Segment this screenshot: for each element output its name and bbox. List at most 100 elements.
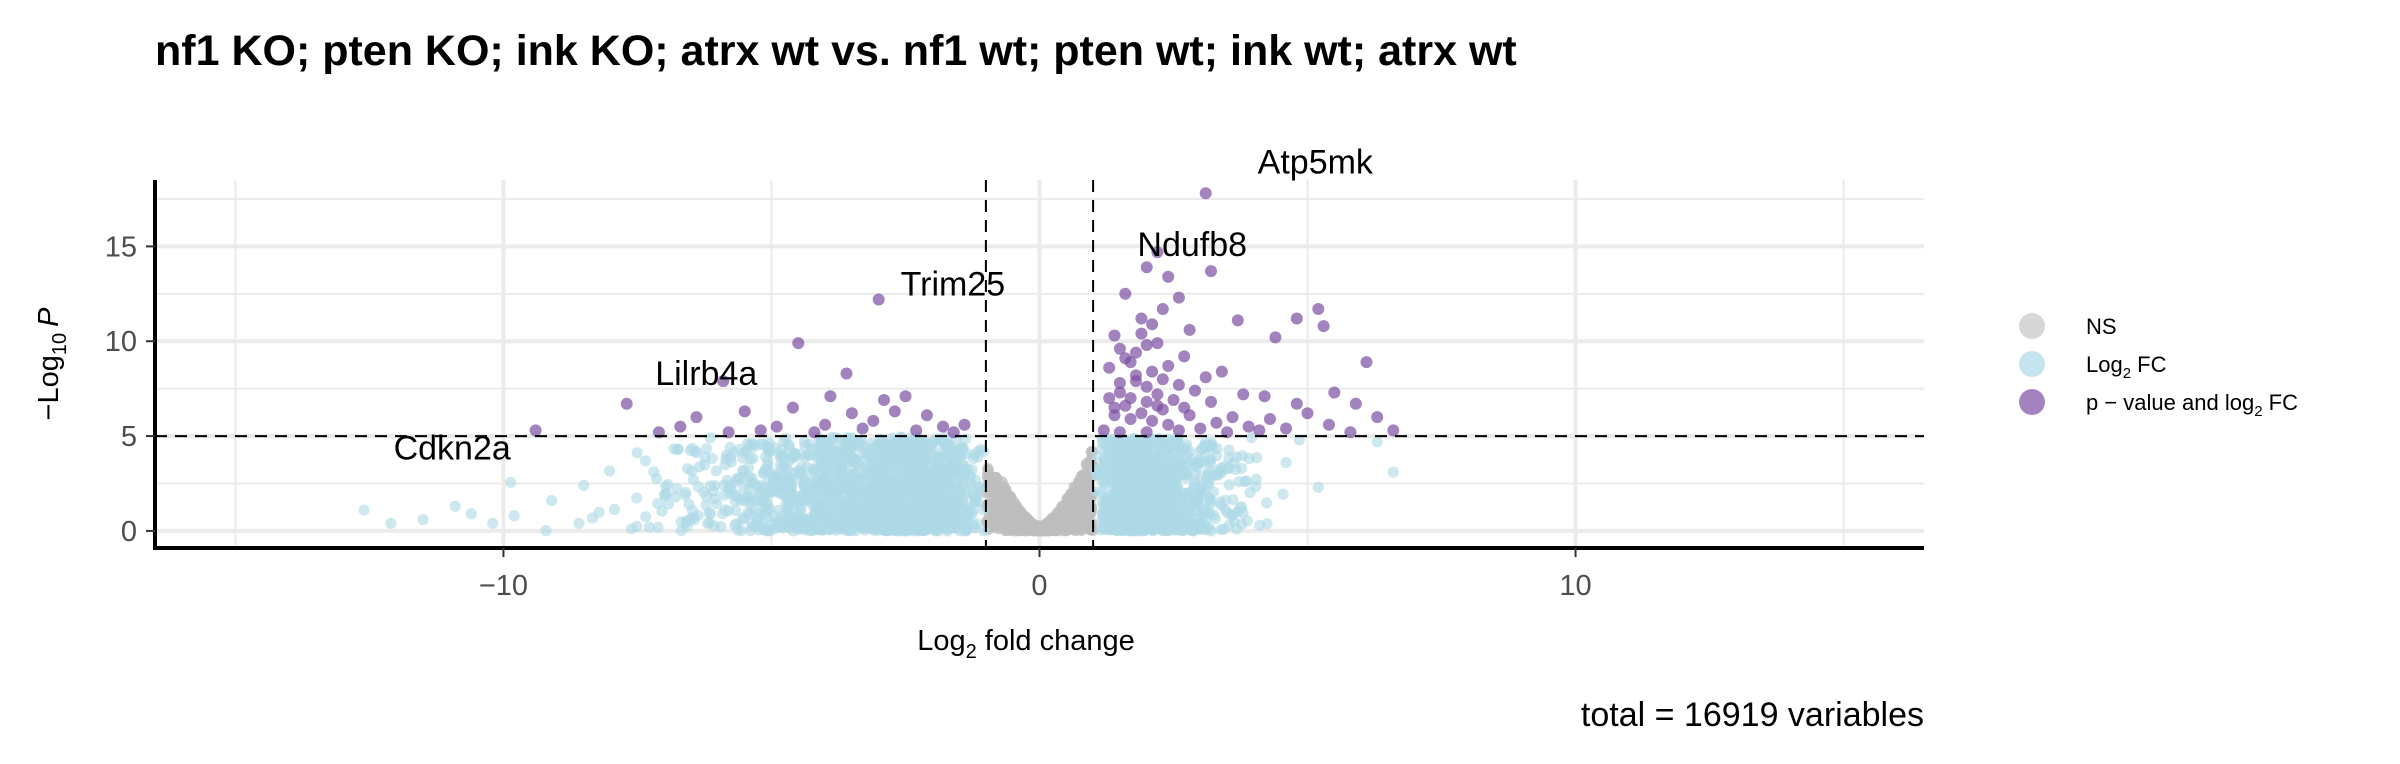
significant-point xyxy=(1113,377,1126,389)
significant-point xyxy=(1178,350,1191,363)
log2fc-point xyxy=(947,462,959,474)
log2fc-point xyxy=(949,504,961,516)
significant-point xyxy=(1162,270,1175,283)
ns-point xyxy=(1075,487,1087,499)
significant-point xyxy=(786,401,799,414)
log2fc-point xyxy=(884,440,896,453)
log2fc-point xyxy=(969,495,982,507)
significant-point xyxy=(1146,365,1159,378)
log2fc-point xyxy=(668,443,680,455)
ns-point xyxy=(1077,504,1089,516)
log2fc-point xyxy=(1189,495,1201,507)
significant-point xyxy=(1124,413,1137,425)
caption-total-variables: total = 16919 variables xyxy=(1581,696,1924,734)
log2fc-point xyxy=(775,521,788,533)
log2fc-point xyxy=(1293,434,1305,446)
significant-point xyxy=(1253,424,1266,437)
log2fc-point xyxy=(903,494,916,506)
log2fc-point xyxy=(1141,483,1153,495)
log2fc-point xyxy=(761,504,773,516)
significant-point xyxy=(1135,327,1148,340)
log2fc-point xyxy=(821,467,834,479)
log2fc-point xyxy=(785,517,797,529)
significant-point xyxy=(1242,420,1255,433)
log2fc-point xyxy=(798,520,810,533)
log2fc-point xyxy=(683,498,695,510)
log2fc-point xyxy=(449,500,461,512)
log2fc-point xyxy=(1119,455,1131,467)
grid-lines xyxy=(155,180,1924,548)
significant-point xyxy=(1172,424,1185,437)
log2fc-point xyxy=(836,505,848,517)
significant-point xyxy=(910,424,923,437)
log2fc-point xyxy=(977,504,989,516)
significant-point xyxy=(872,293,885,306)
y-tick-label: 0 xyxy=(121,516,137,548)
log2fc-point xyxy=(1120,493,1132,506)
log2fc-point xyxy=(943,489,955,501)
significant-point xyxy=(1205,395,1217,408)
significant-point xyxy=(958,418,971,431)
log2fc-point xyxy=(1127,525,1139,537)
significant-point xyxy=(1317,320,1330,333)
log2fc-point xyxy=(508,510,520,522)
log2fc-point xyxy=(957,472,969,484)
log2fc-point xyxy=(1277,488,1289,500)
log2fc-point xyxy=(631,447,643,459)
log2fc-point xyxy=(1125,444,1137,456)
log2fc-point xyxy=(1100,502,1112,514)
legend-key-ns xyxy=(2019,313,2045,339)
log2fc-point xyxy=(944,477,956,489)
gene-labels: Atp5mk Ndufb8 Trim25 Lilrb4a Cdkn2a xyxy=(394,143,1374,467)
log2fc-point xyxy=(921,456,933,468)
log2fc-point xyxy=(783,472,795,484)
log2fc-point xyxy=(729,519,741,531)
significant-point xyxy=(529,424,542,437)
log2fc-point xyxy=(796,472,809,484)
log2fc-point xyxy=(671,483,684,495)
significant-point xyxy=(1119,352,1132,365)
log2fc-point xyxy=(738,465,750,477)
significant-point xyxy=(1151,388,1164,401)
log2fc-point xyxy=(1115,471,1127,483)
significant-point xyxy=(1113,386,1126,399)
x-tick-label: 0 xyxy=(1031,570,1047,602)
log2fc-point xyxy=(1126,512,1138,524)
significant-point xyxy=(1194,422,1207,435)
x-tick-label: −10 xyxy=(479,570,528,602)
log2fc-point xyxy=(849,477,861,489)
log2fc-point xyxy=(914,512,926,524)
legend-key-pfc xyxy=(2019,389,2045,415)
log2fc-point xyxy=(978,525,990,537)
log2fc-point xyxy=(1223,479,1235,491)
log2fc-point xyxy=(704,432,716,444)
log2fc-point xyxy=(728,446,740,459)
axes: −10 0 10 0 5 10 15 xyxy=(105,180,1924,602)
significant-point xyxy=(620,397,633,410)
significant-point xyxy=(867,414,880,427)
y-tick-label: 10 xyxy=(105,326,137,358)
log2fc-point xyxy=(782,496,794,508)
ns-point xyxy=(996,476,1008,488)
log2fc-point xyxy=(973,487,985,499)
log2fc-point xyxy=(711,498,723,510)
log2fc-point xyxy=(700,443,713,455)
significant-point xyxy=(878,394,890,406)
log2fc-point xyxy=(608,503,621,515)
log2fc-point xyxy=(604,465,616,477)
log2fc-point xyxy=(1158,508,1170,520)
log2fc-point xyxy=(1133,453,1145,465)
significant-point xyxy=(1290,312,1303,325)
significant-point xyxy=(1178,401,1191,414)
significant-point xyxy=(1135,312,1148,325)
gene-label: Trim25 xyxy=(901,266,1006,304)
log2fc-point xyxy=(1123,482,1135,494)
log2fc-point xyxy=(578,479,590,492)
log2fc-point xyxy=(1113,481,1125,493)
log2fc-point xyxy=(1152,444,1164,456)
x-axis-title: Log2 fold change xyxy=(917,625,1135,663)
chart-title: nf1 KO; pten KO; ink KO; atrx wt vs. nf1… xyxy=(155,27,1517,75)
significant-point xyxy=(1280,422,1293,435)
gene-label: Atp5mk xyxy=(1258,143,1374,181)
log2fc-point xyxy=(417,513,429,526)
